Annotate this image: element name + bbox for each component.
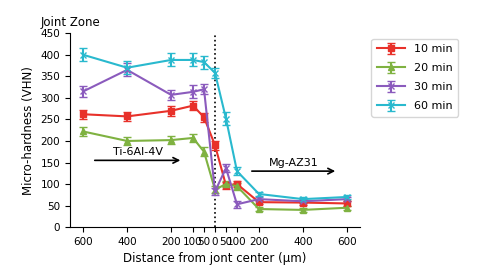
Text: Joint Zone: Joint Zone bbox=[40, 16, 100, 29]
Text: Mg-AZ31: Mg-AZ31 bbox=[269, 158, 318, 168]
Legend: 10 min, 20 min, 30 min, 60 min: 10 min, 20 min, 30 min, 60 min bbox=[372, 39, 458, 117]
Y-axis label: Micro-hardness (VHN): Micro-hardness (VHN) bbox=[22, 66, 35, 195]
Text: Ti-6Al-4V: Ti-6Al-4V bbox=[112, 147, 162, 157]
X-axis label: Distance from jont center (μm): Distance from jont center (μm) bbox=[124, 252, 306, 265]
